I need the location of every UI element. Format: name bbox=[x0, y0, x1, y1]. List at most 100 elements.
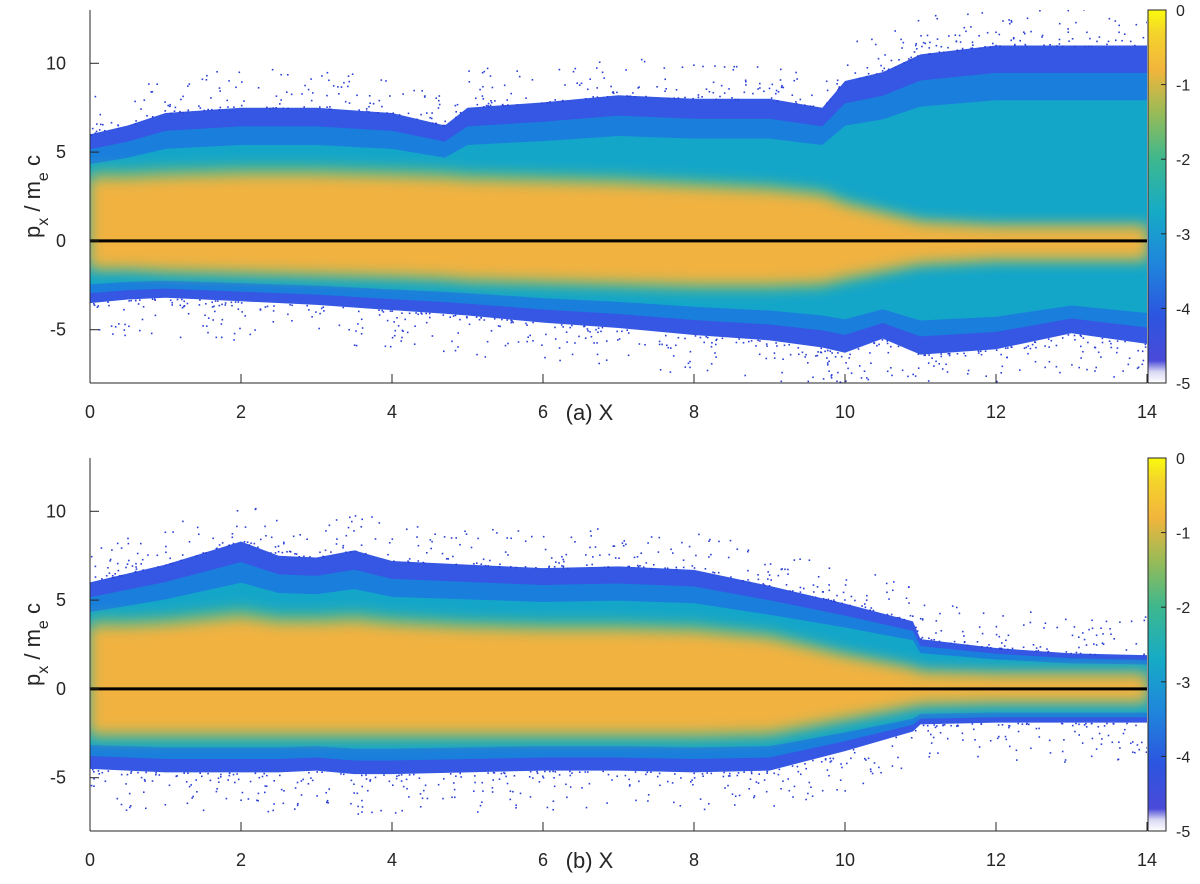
scatter-particle bbox=[554, 99, 556, 101]
scatter-particle bbox=[821, 591, 824, 593]
scatter-particle bbox=[506, 319, 508, 321]
scatter-particle bbox=[748, 788, 750, 790]
scatter-particle bbox=[558, 562, 560, 564]
scatter-particle bbox=[371, 516, 373, 518]
scatter-particle bbox=[423, 562, 426, 565]
scatter-particle bbox=[627, 332, 630, 334]
scatter-particle bbox=[225, 797, 228, 800]
scatter-particle bbox=[128, 559, 130, 562]
scatter-particle bbox=[199, 299, 201, 301]
scatter-particle bbox=[553, 785, 556, 788]
scatter-particle bbox=[183, 305, 185, 308]
scatter-particle bbox=[517, 530, 520, 532]
scatter-particle bbox=[1146, 21, 1147, 24]
scatter-particle bbox=[712, 571, 714, 574]
scatter-particle bbox=[275, 95, 278, 97]
scatter-particle bbox=[236, 773, 238, 775]
scatter-particle bbox=[578, 771, 581, 773]
scatter-particle bbox=[494, 100, 496, 102]
scatter-particle bbox=[135, 566, 137, 568]
scatter-particle bbox=[836, 789, 838, 791]
scatter-particle bbox=[1082, 350, 1084, 353]
scatter-particle bbox=[227, 106, 229, 108]
scatter-particle bbox=[816, 354, 819, 357]
scatter-particle bbox=[757, 339, 759, 342]
scatter-particle bbox=[1079, 652, 1082, 655]
scatter-particle bbox=[759, 82, 761, 85]
scatter-particle bbox=[139, 299, 141, 301]
scatter-particle bbox=[1127, 363, 1130, 366]
scatter-particle bbox=[442, 314, 445, 316]
scatter-particle bbox=[963, 26, 966, 29]
scatter-particle bbox=[716, 338, 718, 341]
scatter-particle bbox=[479, 88, 481, 91]
scatter-particle bbox=[1058, 43, 1061, 45]
scatter-particle bbox=[748, 581, 751, 584]
scatter-particle bbox=[587, 771, 589, 773]
scatter-particle bbox=[705, 335, 707, 338]
scatter-particle bbox=[826, 769, 829, 771]
scatter-particle bbox=[110, 325, 113, 327]
scatter-particle bbox=[94, 565, 97, 568]
scatter-particle bbox=[808, 781, 811, 784]
scatter-particle bbox=[361, 806, 364, 808]
scatter-particle bbox=[457, 332, 459, 334]
scatter-particle bbox=[179, 304, 182, 307]
scatter-particle bbox=[748, 340, 750, 343]
scatter-particle bbox=[1067, 28, 1069, 30]
scatter-particle bbox=[124, 334, 126, 337]
scatter-particle bbox=[791, 590, 794, 592]
scatter-particle bbox=[886, 340, 889, 342]
scatter-particle bbox=[438, 95, 441, 97]
scatter-particle bbox=[930, 639, 933, 641]
scatter-particle bbox=[789, 353, 792, 356]
scatter-particle bbox=[1025, 346, 1028, 349]
scatter-particle bbox=[137, 303, 140, 305]
scatter-particle bbox=[836, 594, 838, 597]
scatter-particle bbox=[220, 773, 222, 776]
scatter-particle bbox=[799, 591, 802, 593]
scatter-particle bbox=[624, 774, 627, 777]
scatter-particle bbox=[422, 561, 424, 564]
scatter-particle bbox=[828, 584, 830, 586]
scatter-particle bbox=[670, 548, 672, 551]
scatter-particle bbox=[452, 555, 454, 558]
scatter-particle bbox=[603, 566, 606, 569]
scatter-particle bbox=[812, 759, 814, 762]
scatter-particle bbox=[597, 331, 599, 334]
scatter-particle bbox=[128, 300, 130, 302]
scatter-particle bbox=[982, 612, 985, 614]
scatter-particle bbox=[1005, 347, 1007, 350]
scatter-particle bbox=[1095, 634, 1098, 637]
scatter-particle bbox=[765, 790, 768, 793]
scatter-particle bbox=[781, 568, 783, 570]
scatter-particle bbox=[922, 724, 925, 727]
scatter-particle bbox=[266, 305, 269, 308]
scatter-particle bbox=[929, 41, 931, 44]
scatter-particle bbox=[956, 724, 959, 727]
scatter-particle bbox=[1100, 356, 1102, 358]
scatter-particle bbox=[963, 641, 966, 643]
scatter-particle bbox=[596, 96, 599, 98]
scatter-particle bbox=[320, 307, 323, 310]
scatter-particle bbox=[450, 537, 453, 539]
scatter-particle bbox=[763, 779, 766, 781]
scatter-particle bbox=[464, 530, 466, 533]
scatter-particle bbox=[493, 772, 496, 774]
scatter-particle bbox=[874, 43, 877, 46]
scatter-particle bbox=[917, 353, 920, 355]
scatter-particle bbox=[361, 785, 363, 788]
scatter-particle bbox=[658, 340, 661, 343]
scatter-particle bbox=[259, 309, 262, 311]
scatter-particle bbox=[621, 542, 624, 544]
scatter-particle bbox=[199, 772, 201, 774]
scatter-particle bbox=[342, 544, 345, 547]
scatter-particle bbox=[814, 596, 817, 599]
scatter-particle bbox=[645, 773, 647, 776]
scatter-particle bbox=[691, 565, 694, 567]
scatter-particle bbox=[947, 46, 949, 49]
scatter-particle bbox=[793, 785, 796, 788]
scatter-particle bbox=[456, 103, 459, 106]
scatter-particle bbox=[1074, 730, 1076, 733]
scatter-particle bbox=[807, 380, 810, 383]
